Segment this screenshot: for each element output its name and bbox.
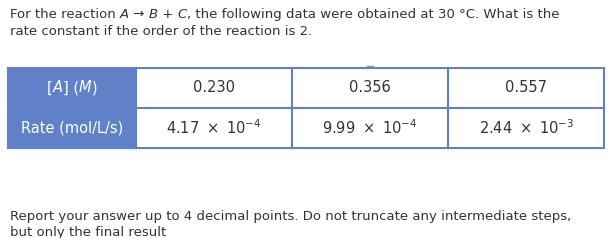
Text: A: A: [120, 8, 129, 21]
Bar: [292, 108, 448, 148]
Bar: [136, 108, 292, 148]
Text: ] (: ] (: [62, 80, 79, 95]
Text: C: C: [177, 8, 187, 21]
Bar: [8, 68, 136, 108]
Bar: [292, 68, 448, 108]
Text: but only the final result: but only the final result: [10, 226, 166, 238]
Text: 0.356: 0.356: [349, 80, 391, 95]
Text: 0.557: 0.557: [505, 80, 547, 95]
Text: , the following data were obtained at 30 °C. What is the: , the following data were obtained at 30…: [187, 8, 559, 21]
Text: $2.44\ \times\ 10^{-3}$: $2.44\ \times\ 10^{-3}$: [479, 119, 573, 137]
Bar: [136, 68, 292, 108]
Bar: [448, 108, 604, 148]
Text: →: →: [129, 8, 149, 21]
Text: $9.99\ \times\ 10^{-4}$: $9.99\ \times\ 10^{-4}$: [323, 119, 417, 137]
Text: $4.17\ \times\ 10^{-4}$: $4.17\ \times\ 10^{-4}$: [166, 119, 262, 137]
Text: B: B: [149, 8, 158, 21]
Text: M: M: [79, 80, 91, 95]
Text: +: +: [158, 8, 177, 21]
Text: [: [: [47, 80, 53, 95]
Text: For the reaction: For the reaction: [10, 8, 120, 21]
Text: ): ): [91, 80, 97, 95]
Text: A: A: [53, 80, 62, 95]
Text: 0.230: 0.230: [193, 80, 235, 95]
Text: rate constant if the order of the reaction is 2.: rate constant if the order of the reacti…: [10, 25, 312, 38]
Bar: [8, 108, 136, 148]
Bar: [448, 68, 604, 108]
Bar: [8, 68, 604, 148]
Text: Report your answer up to 4 decimal points. Do not truncate any intermediate step: Report your answer up to 4 decimal point…: [10, 210, 571, 223]
Text: Rate (mol/L/s): Rate (mol/L/s): [21, 120, 123, 135]
